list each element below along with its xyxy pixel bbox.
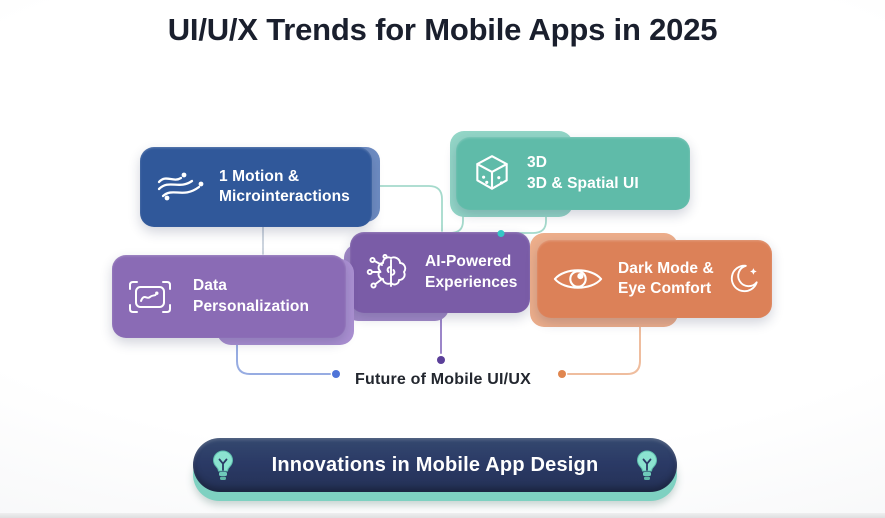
center-label: Future of Mobile UI/UX xyxy=(355,371,531,388)
lightbulb-icon xyxy=(633,449,661,488)
lightbulb-icon xyxy=(209,449,237,488)
card-label-line2: Personalization xyxy=(193,297,310,315)
card-label: AI-Powered Experiences xyxy=(425,252,517,292)
crescent-moon-icon xyxy=(726,261,760,297)
page-title: UI/U/X Trends for Mobile Apps in 2025 xyxy=(167,12,718,47)
card-label-line1: 1 Motion & xyxy=(219,167,300,185)
footer-banner-body: Innovations in Mobile App Design xyxy=(193,438,677,492)
dark-to-center-connector xyxy=(567,318,641,375)
footer-label: Innovations in Mobile App Design xyxy=(271,453,599,476)
card-label-line1: AI-Powered xyxy=(425,253,512,271)
card-label-line2: Eye Comfort xyxy=(618,280,712,297)
personalization-frame-icon xyxy=(127,278,173,316)
blue-end-dot xyxy=(332,370,340,378)
card-label: 1 Motion & Microinteractions xyxy=(219,167,350,207)
ai-brain-circuit-icon xyxy=(365,252,411,294)
node-dot xyxy=(497,230,505,237)
card-3d-spatial-ui: 3D 3D & Spatial UI xyxy=(450,131,690,217)
card-label-line1: Dark Mode & xyxy=(618,259,714,277)
3d-cube-icon xyxy=(471,152,513,196)
card-label-line2: 3D & Spatial UI xyxy=(527,174,639,192)
card-label: 3D 3D & Spatial UI xyxy=(527,153,639,193)
card-label: Dark Mode & Eye Comfort xyxy=(618,259,720,299)
footer-banner: Innovations in Mobile App Design xyxy=(193,438,677,502)
card-label-line2: Experiences xyxy=(425,273,518,291)
purple-end-dot xyxy=(437,356,445,364)
data-to-center-connector xyxy=(236,338,331,375)
card-label: Data Personalization xyxy=(193,276,309,316)
card-label-line1: 3D xyxy=(527,154,548,172)
eye-icon xyxy=(552,263,604,295)
card-dark-mode-eye-comfort: Dark Mode & Eye Comfort xyxy=(530,233,772,327)
orange-end-dot xyxy=(558,370,566,378)
card-ai-powered-experiences: AI-Powered Experiences xyxy=(344,232,530,321)
motion-waves-icon xyxy=(155,167,205,207)
card-label-line2: Microinteractions xyxy=(219,188,350,205)
card-motion-microinteractions: 1 Motion & Microinteractions xyxy=(140,147,380,227)
card-data-personalization: Data Personalization xyxy=(112,255,354,345)
bottom-edge-shadow xyxy=(0,513,885,518)
card-label-line1: Data xyxy=(193,277,227,295)
